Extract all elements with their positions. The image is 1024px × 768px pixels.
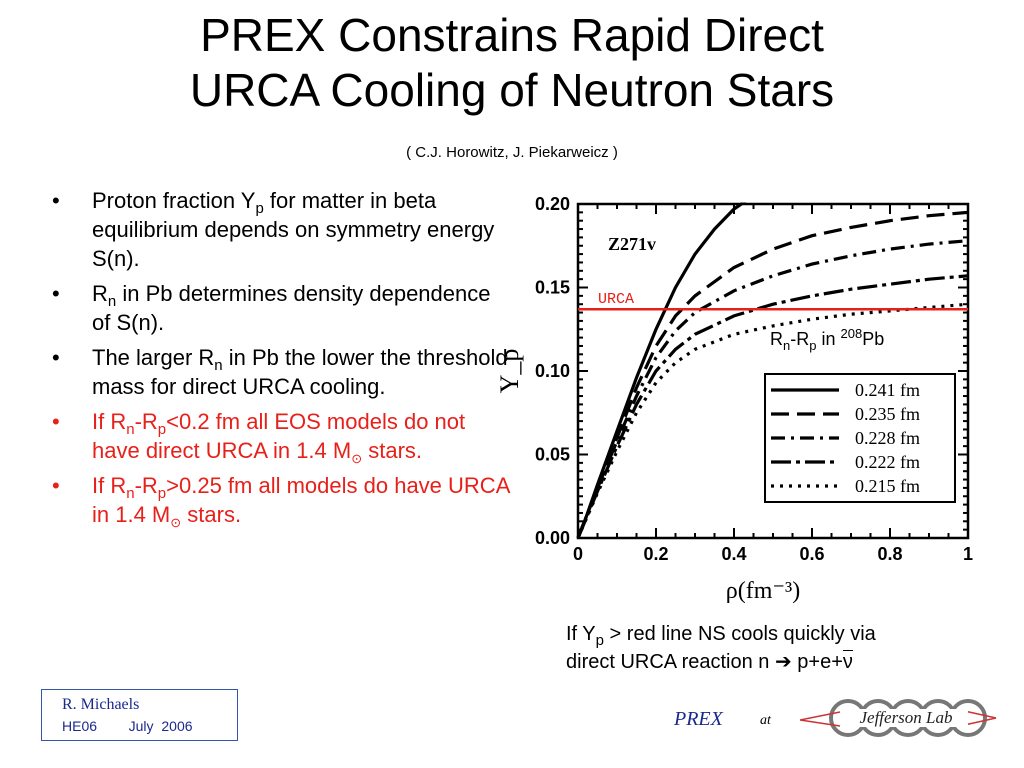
y-tick-label: 0.00 (535, 528, 570, 548)
y-tick-label: 0.05 (535, 445, 570, 465)
rn-rp-label: Rn-Rp in 208Pb (770, 326, 884, 353)
arrow-icon: ➔ (774, 651, 792, 673)
caption-line-1: If Yp > red line NS cools quickly via (566, 623, 876, 649)
urca-label: URCA (598, 291, 634, 308)
legend-entry: 0.222 fm (855, 452, 920, 472)
caption-line-2: direct URCA reaction n ➔ p+e+ν (566, 650, 853, 673)
authors: ( C.J. Horowitz, J. Piekarweicz ) (406, 144, 618, 161)
bullet-1: • Proton fraction Yp for matter in beta e… (52, 188, 495, 271)
footer-author-box: R. Michaels HE06 July 2006 (41, 689, 238, 741)
plot-frame (576, 202, 970, 540)
series-line-1 (576, 194, 755, 539)
y-axis-label: Y_p (495, 349, 524, 394)
footer-prex: PREX (674, 708, 723, 730)
legend-box (764, 373, 956, 503)
y-tick-label: 0.15 (535, 278, 570, 298)
bullet-5: • If Rn-Rp>0.25 fm all models do have URC… (52, 473, 510, 530)
series-line-2 (576, 210, 969, 539)
caption: If Yp > red line NS cools quickly via di… (566, 620, 1006, 676)
logo-text: Jefferson Lab (859, 708, 952, 727)
slide-title: PREX Constrains Rapid Direct URCA Coolin… (0, 8, 1024, 118)
top-mask (578, 182, 978, 203)
y-tick-label: 0.20 (535, 194, 570, 214)
x-tick-label: 0 (573, 544, 583, 564)
legend-entry: 0.215 fm (855, 476, 920, 496)
x-tick-label: 1 (963, 544, 973, 564)
bullet-3: • The larger Rn in Pb the lower the thres… (52, 345, 508, 399)
legend-entry: 0.228 fm (855, 428, 920, 448)
y-tick-label: 0.10 (535, 361, 570, 381)
x-axis-label: ρ(fm⁻³) (726, 578, 800, 604)
footer-author: R. Michaels (62, 696, 140, 713)
x-tick-label: 0.4 (721, 544, 746, 564)
x-tick-label: 0.2 (643, 544, 668, 564)
x-tick-label: 0.6 (799, 544, 824, 564)
legend-entry: 0.235 fm (855, 404, 920, 424)
legend-entry: 0.241 fm (855, 380, 920, 400)
antineutrino-symbol: ν (842, 650, 853, 673)
bullet-list: • Proton fraction Yp for matter in beta e… (52, 186, 512, 535)
series-line-3 (576, 239, 969, 539)
panel-label: Z271v (608, 234, 656, 254)
bullet-4: • If Rn-Rp<0.2 fm all EOS models do not h… (52, 409, 466, 466)
footer-conference: HE06 July 2006 (62, 718, 193, 734)
x-tick-label: 0.8 (877, 544, 902, 564)
yp-vs-density-chart: 0 0.2 0.4 0.6 0.8 1 0.00 0.05 0.10 0.15 0.20 ρ(fm⁻³… (495, 182, 978, 604)
bullet-2: • Rn in Pb determines density dependence … (52, 281, 491, 335)
title-line-1: PREX Constrains Rapid Direct (200, 9, 824, 61)
footer-at: at (760, 713, 771, 728)
jefferson-lab-logo: Jefferson Lab (800, 699, 997, 737)
title-line-2: URCA Cooling of Neutron Stars (189, 64, 835, 116)
series-line-4 (576, 274, 969, 539)
